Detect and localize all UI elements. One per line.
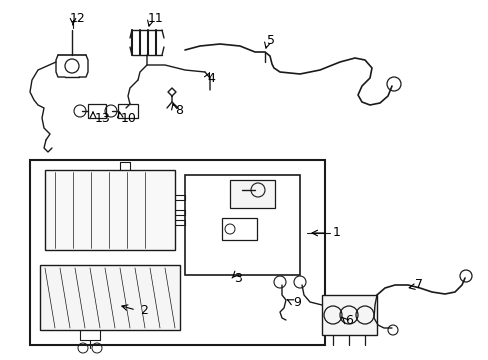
Text: 2: 2 (140, 303, 147, 316)
Text: 11: 11 (148, 12, 163, 24)
Text: 7: 7 (414, 279, 422, 292)
Text: 13: 13 (95, 112, 110, 125)
Bar (40, 265, 180, 330)
Text: 5: 5 (266, 33, 274, 46)
Text: 12: 12 (70, 12, 85, 24)
Text: 3: 3 (234, 271, 242, 284)
Text: 4: 4 (206, 72, 214, 85)
Text: 10: 10 (121, 112, 137, 125)
Text: 8: 8 (175, 104, 183, 117)
Text: 9: 9 (292, 296, 300, 309)
Text: 1: 1 (332, 226, 340, 239)
Bar (45, 170, 175, 250)
Bar (30, 160, 325, 345)
Bar (229, 180, 274, 208)
Bar (118, 104, 138, 118)
Bar (88, 104, 106, 118)
Bar (321, 295, 376, 335)
Text: 6: 6 (345, 314, 352, 327)
Bar (184, 175, 299, 275)
Bar (222, 218, 257, 240)
